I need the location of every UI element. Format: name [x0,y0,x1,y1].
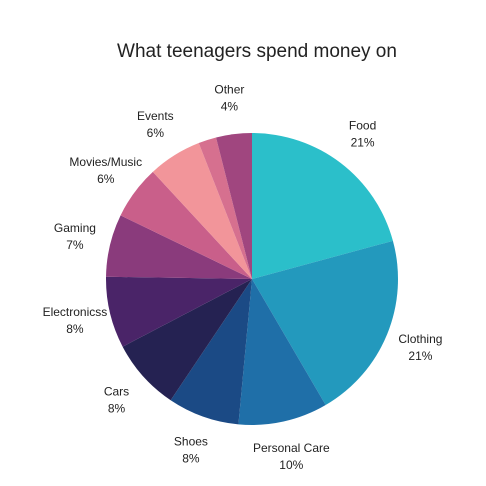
value-label: 21% [408,349,432,363]
slice-label: Electronicss [43,305,108,319]
value-label: 8% [182,452,200,466]
slice-label: Personal Care [253,441,330,455]
slice-label: Gaming [54,221,96,235]
slice-label: Food [349,119,376,133]
slice-label: Shoes [174,435,208,449]
value-label: 21% [351,136,375,150]
slice-label: Other [214,83,244,97]
value-label: 8% [108,402,126,416]
slice-label: Events [137,109,174,123]
pie-slice [252,133,393,279]
pie-slice [252,240,398,406]
value-label: 7% [66,238,84,252]
value-label: 8% [66,322,84,336]
pie-slice [152,143,252,279]
pie-slice [120,171,252,279]
value-label: 6% [147,126,165,140]
pie-slice [216,133,252,279]
slice-label: Cars [104,385,129,399]
value-label: 6% [97,172,115,186]
pie-slice [198,137,252,279]
slice-label: Movies/Music [69,155,142,169]
pie-slice [106,276,252,347]
pie-slice [122,279,253,401]
pie-slice [170,279,252,425]
value-label: 4% [221,100,239,114]
pie-slice [106,215,252,279]
slice-label: Clothing [398,332,442,346]
chart-title: What teenagers spend money on [117,41,397,62]
value-label: 10% [279,458,303,472]
pie-slice [238,279,326,426]
